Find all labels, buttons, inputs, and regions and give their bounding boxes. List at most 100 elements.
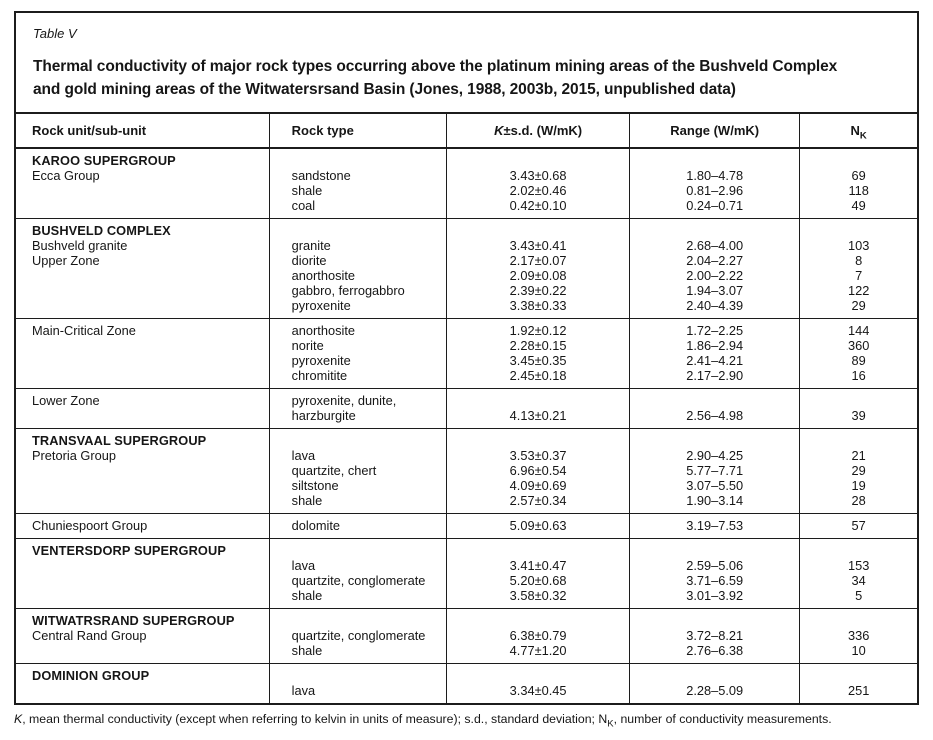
cell-rock-type: diorite [268,253,447,268]
cell-rock-type [268,218,447,238]
cell-rock-unit [16,353,269,368]
cell-rock-type: lava [268,683,447,703]
cell-rock-unit: Chuniespoort Group [32,518,148,533]
cell-k-value: 4.13±0.21 [446,408,630,429]
table-row: siltstone 4.09±0.69 3.07–5.50 19 [16,478,917,493]
cell-range: 0.81–2.96 [629,183,800,198]
cell-rock-unit: KAROO SUPERGROUP [32,153,176,168]
table-row: Pretoria Group lava 3.53±0.37 2.90–4.25 21 [16,448,917,463]
cell-k-value: 2.57±0.34 [446,493,630,514]
header-row: Rock unit/sub-unit Rock type K±s.d. (W/m… [16,114,917,149]
cell-k-value: 2.17±0.07 [446,253,630,268]
table-row: BUSHVELD COMPLEX [16,218,917,238]
cell-n-count: 28 [799,493,917,514]
cell-rock-unit: WITWATRSRAND SUPERGROUP [32,613,235,628]
cell-rock-unit: TRANSVAAL SUPERGROUP [32,433,207,448]
cell-k-value: 3.53±0.37 [446,448,630,463]
table-row: DOMINION GROUP [16,663,917,683]
col-header-rock-unit: Rock unit/sub-unit [16,114,270,149]
table-section: Chuniespoort Group dolomite 5.09±0.63 3.19–… [16,513,917,539]
cell-n-count: 7 [799,268,917,283]
table-row: Ecca Group sandstone 3.43±0.68 1.80–4.78 69 [16,168,917,183]
cell-k-value [446,388,630,408]
cell-rock-unit [16,558,269,573]
cell-rock-unit: DOMINION GROUP [32,668,150,683]
cell-range: 2.28–5.09 [629,683,800,703]
cell-rock-type: gabbro, ferrogabbro [268,283,447,298]
table-row: lava 3.34±0.45 2.28–5.09 251 [16,683,917,703]
cell-k-value: 6.96±0.54 [446,463,630,478]
cell-rock-unit [16,408,269,429]
cell-n-count: 21 [799,448,917,463]
footnote-n-symbol: N [598,712,608,726]
cell-range: 2.00–2.22 [629,268,800,283]
table-section: Lower Zone pyroxenite, dunite, harzburgit… [16,388,917,429]
cell-k-value: 2.02±0.46 [446,183,630,198]
cell-rock-unit: Main-Critical Zone [32,323,136,338]
cell-rock-unit: BUSHVELD COMPLEX [32,223,171,238]
cell-k-value: 3.43±0.41 [446,238,630,253]
cell-k-value: 1.92±0.12 [446,318,630,338]
cell-rock-type [268,538,447,558]
cell-rock-unit [16,283,269,298]
cell-n-count: 10 [799,643,917,664]
cell-n-count [799,663,917,683]
footnote-text-1: , mean thermal conductivity (except when… [22,712,599,726]
table-row: Chuniespoort Group dolomite 5.09±0.63 3.19–… [16,513,917,539]
cell-rock-unit: Ecca Group [32,168,100,183]
footnote-k-symbol: K [14,712,23,726]
table-row: pyroxenite 3.45±0.35 2.41–4.21 89 [16,353,917,368]
cell-n-count: 57 [799,513,917,539]
cell-range [629,148,800,168]
cell-n-count: 251 [799,683,917,703]
cell-k-value [446,608,630,628]
cell-range [629,388,800,408]
cell-range: 2.76–6.38 [629,643,800,664]
cell-k-value: 6.38±0.79 [446,628,630,643]
cell-rock-unit [16,643,269,664]
table-row: harzburgite 4.13±0.21 2.56–4.98 39 [16,408,917,429]
cell-rock-unit [16,463,269,478]
table-section: WITWATRSRAND SUPERGROUP Central Rand Gro… [16,608,917,664]
table-row: shale 2.02±0.46 0.81–2.96 118 [16,183,917,198]
table-section: BUSHVELD COMPLEX Bushveld granite granite… [16,218,917,319]
cell-k-value [446,663,630,683]
cell-rock-type: quartzite, conglomerate [268,628,447,643]
footnote-n-subscript: K [607,718,614,730]
cell-rock-type: shale [268,183,447,198]
cell-rock-type: lava [268,448,447,463]
cell-range: 3.07–5.50 [629,478,800,493]
cell-n-count: 19 [799,478,917,493]
cell-rock-unit [16,183,269,198]
col-header-k-sd: K±s.d. (W/mK) [446,114,630,149]
cell-rock-type: pyroxenite [268,298,447,319]
cell-k-value: 2.39±0.22 [446,283,630,298]
cell-n-count: 103 [799,238,917,253]
table-title-line2: and gold mining areas of the Witwatersrs… [33,81,736,98]
cell-n-count [799,218,917,238]
cell-rock-type: anorthosite [268,318,447,338]
cell-n-count: 360 [799,338,917,353]
cell-range [629,538,800,558]
cell-rock-type: pyroxenite [268,353,447,368]
cell-rock-unit: Upper Zone [32,253,100,268]
table-row: chromitite 2.45±0.18 2.17–2.90 16 [16,368,917,389]
cell-n-count: 8 [799,253,917,268]
table-section: Main-Critical Zone anorthosite 1.92±0.12 1.… [16,318,917,389]
table-row: norite 2.28±0.15 1.86–2.94 360 [16,338,917,353]
table-row: anorthosite 2.09±0.08 2.00–2.22 7 [16,268,917,283]
cell-k-value: 5.09±0.63 [446,513,630,539]
cell-k-value: 3.38±0.33 [446,298,630,319]
cell-rock-unit [16,588,269,609]
cell-rock-type [268,608,447,628]
cell-rock-unit: Pretoria Group [32,448,116,463]
table-row: lava 3.41±0.47 2.59–5.06 153 [16,558,917,573]
footnote-text-2: , number of conductivity measurements. [613,712,832,726]
table-row: VENTERSDORP SUPERGROUP [16,538,917,558]
cell-rock-type: dolomite [268,513,447,539]
cell-rock-type [268,663,447,683]
table-row: shale 3.58±0.32 3.01–3.92 5 [16,588,917,609]
cell-range: 2.59–5.06 [629,558,800,573]
table-row: shale 4.77±1.20 2.76–6.38 10 [16,643,917,664]
cell-rock-unit [16,683,269,703]
